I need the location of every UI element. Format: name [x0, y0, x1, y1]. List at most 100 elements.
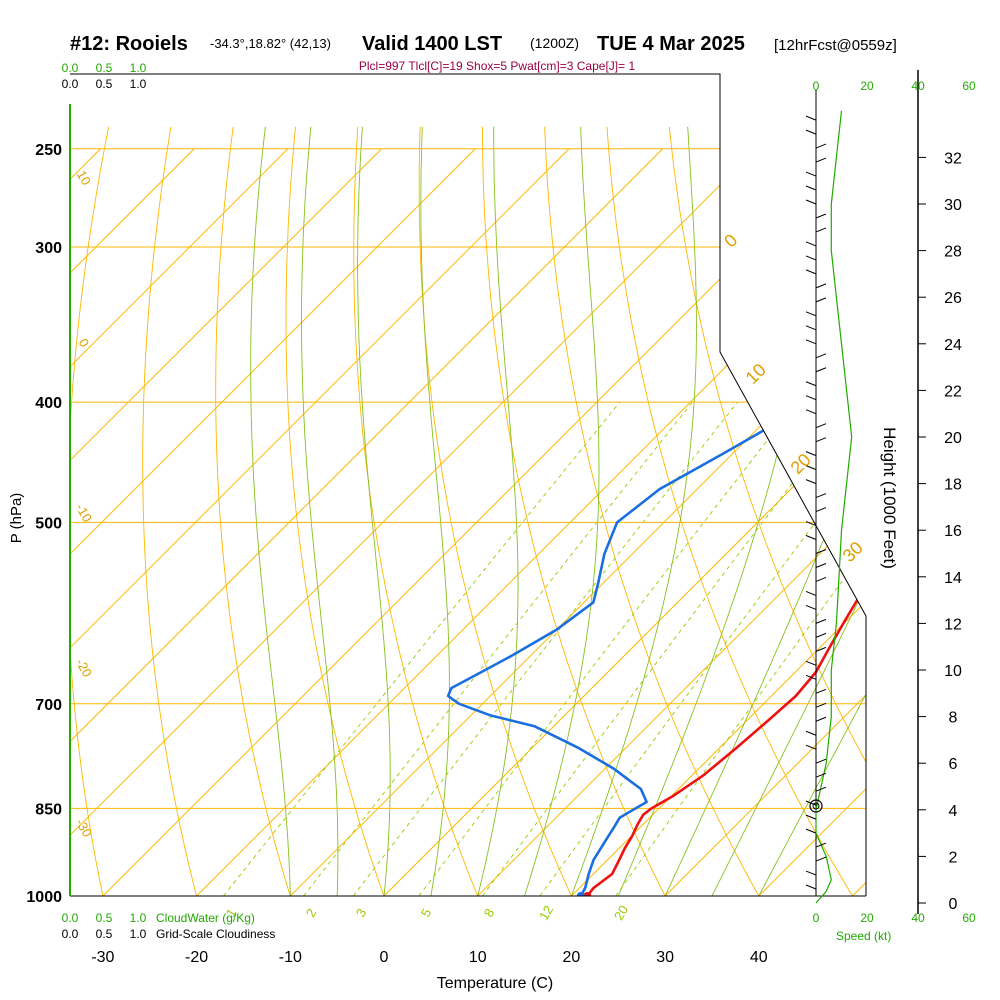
wind-barb: [805, 884, 817, 890]
wind-barb: [805, 744, 817, 750]
speed-tick-bottom: 0: [813, 911, 820, 925]
isotherm-line: [70, 148, 289, 896]
forecast-info: [12hrFcst@0559z]: [774, 37, 897, 54]
height-tick-label: 6: [949, 756, 958, 773]
x-tick-label: 40: [750, 949, 768, 966]
wind-barb: [805, 465, 817, 471]
x-tick-label: 0: [380, 949, 389, 966]
wind-barb: [805, 814, 817, 820]
wind-barb: [805, 311, 817, 317]
wind-barb: [805, 521, 817, 527]
height-axis-title: Height (1000 Feet): [880, 427, 899, 569]
wind-barb: [805, 339, 817, 345]
temperature-line: [586, 179, 866, 896]
isotherm-line: [70, 148, 382, 896]
pressure-tick-label: 400: [35, 395, 62, 412]
height-tick-label: 20: [944, 430, 962, 447]
wind-barb: [815, 493, 827, 499]
dry-adiabat-line: [981, 127, 1000, 923]
wind-barb: [815, 842, 827, 848]
cloudiness-tick-top: 0.5: [96, 77, 113, 91]
dewpoint-line: [446, 179, 866, 896]
mixing-ratio-line: [352, 401, 738, 896]
wind-barb: [815, 157, 827, 163]
dry-adiabat-line: [855, 126, 866, 896]
isotherm-label-right: 10: [742, 360, 770, 388]
grid-lines: [0, 126, 1000, 923]
height-tick-label: 16: [944, 523, 962, 540]
profile-lines: [446, 179, 866, 896]
moist-adiabat-line: [477, 126, 519, 896]
plot-outline: [70, 73, 867, 896]
station-title: #12: Rooiels: [70, 33, 188, 55]
pressure-tick-label: 850: [35, 801, 62, 818]
calm-wind-marker: [809, 799, 823, 813]
wind-barb: [815, 632, 827, 638]
height-tick-label: 4: [949, 803, 958, 820]
wind-barb: [815, 786, 827, 792]
height-tick-label: 28: [944, 244, 962, 261]
wind-barb: [805, 479, 817, 485]
x-tick-label: -30: [91, 949, 114, 966]
dry-adiabat-line: [285, 126, 395, 896]
cloudwater-label: CloudWater (g/Kg): [156, 911, 255, 925]
height-tick-label: 2: [949, 849, 958, 866]
mixing-ratio-line: [223, 401, 621, 896]
wind-barb: [815, 772, 827, 778]
mixing-ratio-line: [615, 401, 866, 896]
wind-barbs: [805, 110, 853, 904]
height-tick-label: 10: [944, 663, 962, 680]
height-tick-label: 14: [944, 570, 962, 587]
wind-barb: [815, 549, 827, 554]
mixing-ratio-label: 2: [303, 906, 320, 920]
plot-frame: [69, 70, 919, 914]
isotherm-line: [0, 149, 7, 896]
wind-barb: [805, 171, 817, 177]
speed-tick-top: 60: [962, 79, 976, 93]
isotherm-label-right: 0: [720, 230, 741, 251]
wind-barb: [815, 213, 827, 219]
speed-tick-top: 20: [860, 79, 874, 93]
cloudwater-tick-bottom: 0.0: [62, 911, 79, 925]
moist-adiabat-line: [711, 126, 866, 896]
valid-date: TUE 4 Mar 2025: [597, 33, 745, 55]
cloudwater-tick-top: 0.0: [62, 61, 79, 75]
pressure-tick-label: 1000: [26, 889, 62, 906]
zulu-time: (1200Z): [530, 35, 579, 51]
wind-barb: [815, 227, 827, 233]
dry-adiabat-line: [215, 126, 300, 896]
cloudiness-tick-bottom: 0.5: [96, 927, 113, 941]
wind-barb: [815, 367, 827, 373]
wind-barb: [805, 185, 817, 191]
wind-barb: [805, 590, 817, 596]
wind-barb: [815, 758, 827, 764]
wind-barb: [815, 576, 827, 582]
isotherm-label-left: -20: [73, 656, 95, 680]
mixing-ratio-label: 8: [481, 906, 498, 920]
wind-barb: [805, 115, 817, 121]
wind-barb: [815, 856, 827, 862]
wind-barb: [805, 381, 817, 387]
mixing-ratio-line: [418, 401, 798, 896]
isotherm-line: [852, 148, 866, 896]
moist-adiabat-line: [570, 126, 697, 896]
wind-barb: [805, 451, 817, 457]
surface-temperature-dot: [583, 892, 592, 896]
dry-adiabat-line: [481, 126, 680, 896]
dry-adiabat-line: [668, 126, 866, 896]
wind-barb: [805, 325, 817, 331]
isotherm-label-left: -10: [73, 501, 95, 525]
wind-barb: [805, 730, 817, 736]
x-tick-label: -10: [279, 949, 302, 966]
speed-tick-top: 40: [911, 79, 925, 93]
height-tick-label: 26: [944, 290, 962, 307]
wind-barb: [815, 702, 827, 708]
height-tick-label: 8: [949, 710, 958, 727]
y-axis-title: P (hPa): [8, 493, 25, 544]
x-tick-label: 10: [469, 949, 487, 966]
moist-adiabat-line: [524, 126, 600, 896]
wind-barb: [815, 646, 827, 652]
wind-barb: [815, 716, 827, 722]
wind-barb: [815, 563, 827, 568]
